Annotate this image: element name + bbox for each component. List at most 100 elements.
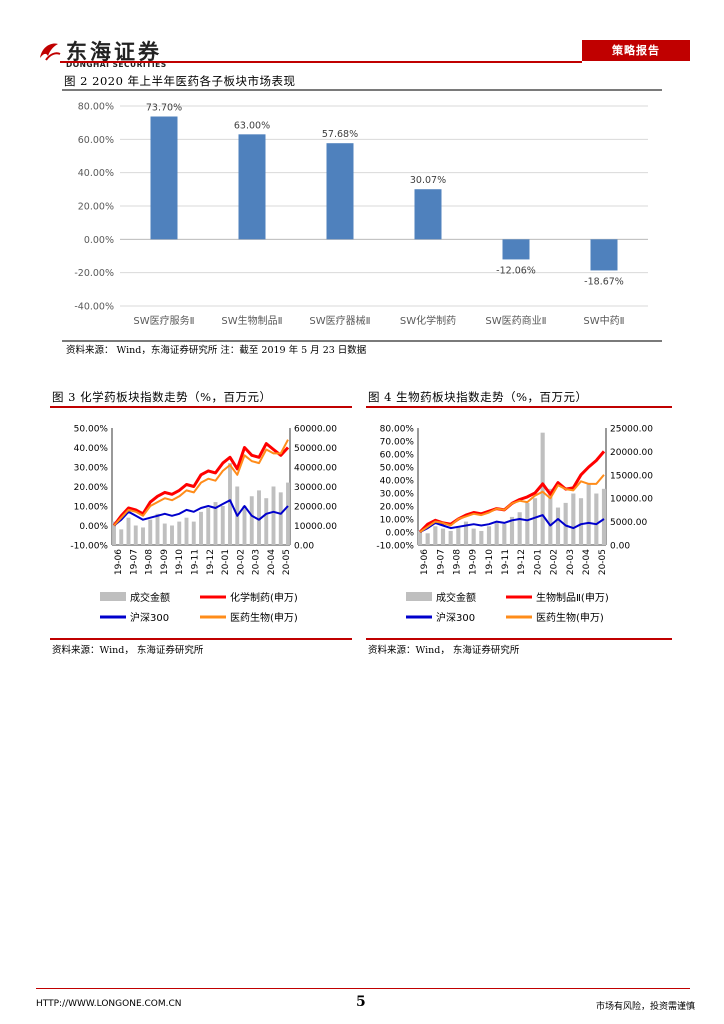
volume-bar (162, 523, 167, 545)
volume-bar (228, 463, 232, 545)
y-tick-label: 80.00% (78, 102, 114, 113)
left-tick-label: 50.00% (380, 464, 415, 474)
x-tick-label: 20-04 (267, 549, 277, 575)
volume-bar (509, 516, 515, 545)
volume-bar (494, 521, 499, 545)
series-line (419, 474, 605, 533)
figure4-bottom-rule (366, 638, 672, 640)
figure2-source: 资料来源： Wind，东海证券研究所 注：截至 2019 年 5 月 23 日数… (66, 345, 367, 356)
volume-bar (148, 519, 153, 545)
volume-bar (264, 498, 269, 545)
volume-bar (199, 511, 203, 545)
legend-label: 化学制药(申万) (230, 591, 298, 604)
volume-bar (271, 486, 276, 545)
volume-bar (286, 482, 290, 545)
volume-bar (463, 521, 469, 545)
legend-label: 沪深300 (436, 611, 475, 624)
data-label: -12.06% (496, 265, 536, 276)
right-tick-label: 60000.00 (294, 425, 337, 435)
left-tick-label: 30.00% (74, 464, 109, 474)
left-tick-label: 10.00% (74, 503, 109, 513)
x-tick-label: 19-09 (160, 549, 170, 575)
volume-bar (417, 530, 423, 545)
right-tick-label: 20000.00 (294, 503, 337, 513)
volume-bar (594, 493, 599, 545)
left-tick-label: 10.00% (380, 516, 415, 526)
volume-bar (525, 502, 530, 545)
volume-bar (448, 530, 453, 545)
y-tick-label: -40.00% (74, 302, 114, 313)
legend-label: 医药生物(申万) (536, 611, 604, 624)
series-line (419, 514, 605, 533)
legend-swatch (406, 592, 432, 601)
volume-bar (257, 490, 261, 545)
data-label: 30.07% (410, 175, 446, 186)
left-tick-label: 40.00% (74, 444, 109, 454)
right-tick-label: 25000.00 (610, 425, 653, 435)
volume-bar (479, 530, 484, 545)
x-tick-label: 20-02 (550, 549, 560, 575)
left-tick-label: 80.00% (380, 425, 415, 435)
x-tick-label: 19-12 (206, 549, 216, 575)
x-tick-label: 19-07 (129, 549, 139, 575)
logo-name: 东海证券 (66, 40, 162, 64)
legend-label: 医药生物(申万) (230, 611, 298, 624)
figure3-source: 资料来源：Wind， 东海证券研究所 (52, 645, 204, 656)
x-tick-label: 19-11 (191, 549, 201, 575)
left-tick-label: 70.00% (380, 438, 415, 448)
left-tick-label: 40.00% (380, 477, 415, 487)
right-tick-label: 0.00 (294, 542, 314, 552)
x-tick-label: 20-05 (282, 549, 292, 575)
x-tick-label: 19-07 (436, 549, 446, 575)
volume-bar (119, 529, 124, 545)
legend-label: 沪深300 (130, 611, 169, 624)
x-tick-label: 20-03 (566, 549, 576, 575)
volume-bar (141, 527, 145, 545)
bar (502, 239, 530, 260)
volume-bar (220, 506, 225, 545)
volume-bar (578, 498, 584, 545)
left-tick-label: -10.00% (70, 542, 108, 552)
volume-bar (184, 517, 189, 545)
left-tick-label: 0.00% (385, 529, 414, 539)
left-tick-label: 20.00% (74, 483, 109, 493)
volume-bar (555, 507, 561, 545)
series-line (113, 499, 289, 527)
right-tick-label: 50000.00 (294, 444, 337, 454)
volume-bar (112, 521, 116, 545)
legend-label: 生物制品Ⅱ(申万) (536, 591, 609, 604)
footer-url[interactable]: HTTP://WWW.LONGONE.COM.CN (36, 999, 182, 1009)
x-tick-label: 19-06 (420, 549, 430, 575)
x-tick-label: 20-02 (236, 549, 246, 575)
legend-label: 成交金额 (130, 591, 170, 604)
figure4-top-rule (366, 406, 672, 408)
logo-mark-icon (40, 43, 61, 61)
header-rule (60, 61, 582, 63)
left-tick-label: 20.00% (380, 503, 415, 513)
figure3-title: 图 3 化学药板块指数走势（%，百万元） (52, 390, 272, 404)
x-tick-label: 19-06 (114, 549, 124, 575)
right-tick-label: 0.00 (610, 542, 630, 552)
figure2-top-rule (62, 89, 662, 91)
volume-bar (191, 521, 196, 545)
data-label: 73.70% (146, 103, 182, 114)
footer-rule (36, 988, 690, 989)
x-tick-label: SW医疗器械Ⅱ (309, 314, 370, 327)
x-tick-label: 19-09 (469, 549, 479, 575)
right-tick-label: 10000.00 (294, 522, 337, 532)
left-tick-label: 0.00% (79, 522, 108, 532)
x-tick-label: 19-10 (485, 549, 495, 575)
figure3-bottom-rule (50, 638, 352, 640)
volume-bar (486, 526, 492, 545)
x-tick-label: 20-04 (582, 549, 592, 575)
x-tick-label: 20-01 (533, 549, 543, 575)
bar (326, 143, 354, 240)
data-label: -18.67% (584, 276, 624, 287)
volume-bar (249, 496, 254, 545)
volume-bar (433, 526, 438, 545)
volume-bar (456, 526, 461, 545)
figure3-chart: 50.00% 40.00% 30.00% 20.00% 10.00% 0.00% -10.0… (70, 425, 337, 625)
volume-bar (586, 484, 591, 545)
legend-swatch (100, 592, 126, 601)
bar (590, 239, 618, 271)
